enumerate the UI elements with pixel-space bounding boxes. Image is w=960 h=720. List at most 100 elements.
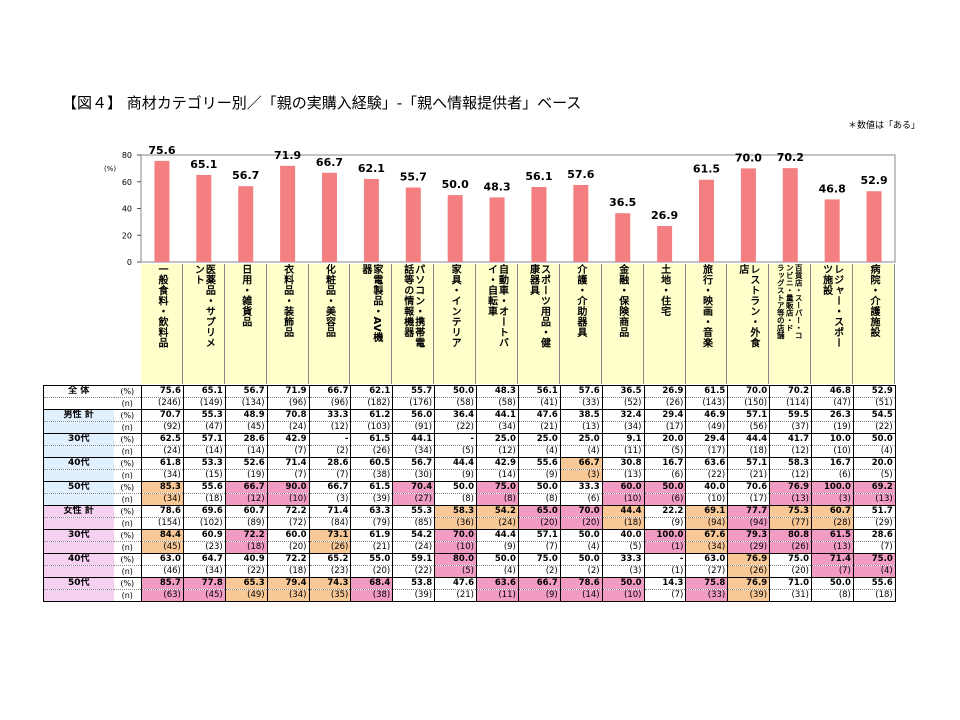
bar-value-label: 46.8 <box>819 182 846 195</box>
table-cell-percent: 52.9 <box>852 385 896 398</box>
table-cell-count: (10) <box>685 493 729 506</box>
row-unit: (%) <box>113 385 142 398</box>
table-cell-count: (35) <box>308 589 352 602</box>
table-cell-percent: 25.0 <box>559 433 603 446</box>
table-cell-percent: 44.4 <box>476 529 519 542</box>
table-cell-percent: 70.7 <box>141 409 184 422</box>
category-label: 医薬品・サプリメ ント <box>182 264 225 384</box>
table-cell-count: (21) <box>727 469 771 482</box>
table-cell-count: (89) <box>224 517 268 530</box>
row-label <box>43 565 114 578</box>
table-cell-count: (18) <box>224 541 268 554</box>
table-cell-percent: 33.3 <box>601 553 645 566</box>
row-unit: (%) <box>113 481 142 494</box>
category-label-line: 話等の情報機器 <box>401 264 413 338</box>
bar-value-label: 70.2 <box>777 151 804 164</box>
table-cell-count: (11) <box>476 589 519 602</box>
table-row: 50代 (%) 85.3 55.6 66.7 90.0 66.7 61.5 70.4 50.0 75… <box>43 481 896 494</box>
table-cell-count: (24) <box>266 421 310 434</box>
bar <box>489 197 505 262</box>
table-cell-percent: 80.0 <box>434 553 477 566</box>
table-cell-count: (14) <box>182 445 226 458</box>
table-cell-percent: 85.3 <box>141 481 184 494</box>
table-cell-percent: 38.5 <box>559 409 603 422</box>
bar-value-label: 70.0 <box>735 151 762 164</box>
category-label: 衣料品・装飾品 <box>266 264 309 384</box>
table-cell-count: (26) <box>727 565 771 578</box>
table-cell-count: (84) <box>308 517 352 530</box>
table-row: (n) (154) (102) (89) (72) (84) (79) (85) (36) (24… <box>43 517 896 530</box>
table-cell-percent: 9.1 <box>601 433 645 446</box>
table-cell-percent: 71.4 <box>811 553 854 566</box>
table-cell-percent: 90.0 <box>266 481 310 494</box>
row-label <box>43 421 114 434</box>
category-label-line: 化粧品・美容品 <box>323 264 335 338</box>
page-title: 【図４】 商材カテゴリー別／「親の実購入経験」-「親へ情報提供者」ベース <box>62 94 582 112</box>
table-cell-count: (31) <box>769 589 812 602</box>
table-cell-count: (19) <box>811 421 854 434</box>
bar-value-label: 50.0 <box>442 178 469 191</box>
table-cell-percent: 62.5 <box>141 433 184 446</box>
table-cell-percent: 55.6 <box>517 457 561 470</box>
note-text: ＊数値は「ある」 <box>847 121 920 131</box>
table-cell-count: (10) <box>266 493 310 506</box>
table-cell-percent: 53.8 <box>392 577 436 590</box>
table-cell-percent: 22.2 <box>643 505 687 518</box>
table-cell-percent: 62.1 <box>350 385 394 398</box>
table-cell-percent: 75.3 <box>769 505 812 518</box>
row-label <box>43 445 114 458</box>
table-cell-count: (5) <box>852 469 896 482</box>
table-cell-count: (13) <box>559 421 603 434</box>
table-cell-count: (10) <box>811 445 854 458</box>
table-cell-count: (7) <box>643 589 687 602</box>
table-row: (n) (92) (47) (45) (24) (12) (103) (91) (22) (34)… <box>43 421 896 434</box>
table-cell-percent: - <box>434 433 477 446</box>
bar-value-label: 66.7 <box>316 156 343 169</box>
table-cell-count: (5) <box>434 565 477 578</box>
bar <box>699 179 714 262</box>
table-cell-count: (6) <box>811 469 854 482</box>
category-label-line: 旅行・映画・音楽 <box>700 264 712 348</box>
table-cell-percent: 64.7 <box>182 553 226 566</box>
table-cell-count: (12) <box>769 445 812 458</box>
category-label: パソコン・携帯電 話等の情報機器 <box>392 264 435 384</box>
category-label-line: 家具・インテリア <box>449 264 461 348</box>
table-cell-percent: 55.0 <box>350 553 394 566</box>
table-cell-count: (58) <box>476 397 519 410</box>
table-cell-count: (18) <box>266 565 310 578</box>
table-cell-percent: 54.2 <box>392 529 436 542</box>
y-tick-label: 0 <box>127 258 132 267</box>
bar-value-label: 61.5 <box>693 163 720 176</box>
table-cell-percent: 70.6 <box>727 481 771 494</box>
table-cell-percent: 72.2 <box>266 505 310 518</box>
table-cell-percent: 56.1 <box>517 385 561 398</box>
table-cell-percent: 76.9 <box>769 481 812 494</box>
table-cell-percent: 70.2 <box>769 385 812 398</box>
table-cell-count: (9) <box>643 517 687 530</box>
table-cell-percent: 60.5 <box>350 457 394 470</box>
table-cell-count: (33) <box>685 589 729 602</box>
table-row: 男性 計 (%) 70.7 55.3 48.9 70.8 33.3 61.2 56.0 36.4 4… <box>43 409 896 422</box>
table-cell-percent: 61.5 <box>685 385 729 398</box>
table-cell-percent: 61.5 <box>811 529 854 542</box>
table-cell-percent: 50.0 <box>811 577 854 590</box>
row-label <box>43 493 114 506</box>
table-cell-percent: 50.0 <box>643 481 687 494</box>
table-cell-percent: 10.0 <box>811 433 854 446</box>
category-label-line: ンビニ・量販店・ド <box>785 264 795 332</box>
table-cell-percent: 74.3 <box>308 577 352 590</box>
bar-value-label: 71.9 <box>274 149 301 162</box>
table-cell-count: (85) <box>392 517 436 530</box>
row-label: 男性 計 <box>43 409 114 422</box>
category-label: スポーツ用品・健 康器具 <box>518 264 560 384</box>
table-cell-count: (34) <box>476 421 519 434</box>
row-unit: (n) <box>113 565 142 578</box>
table-cell-percent: 70.4 <box>392 481 436 494</box>
table-cell-count: (103) <box>350 421 394 434</box>
bar-value-label: 65.1 <box>190 158 217 171</box>
bar <box>824 199 840 262</box>
table-cell-percent: 63.0 <box>141 553 184 566</box>
table-cell-percent: 65.3 <box>224 577 268 590</box>
table-cell-percent: 69.6 <box>182 505 226 518</box>
table-cell-percent: 44.1 <box>476 409 519 422</box>
